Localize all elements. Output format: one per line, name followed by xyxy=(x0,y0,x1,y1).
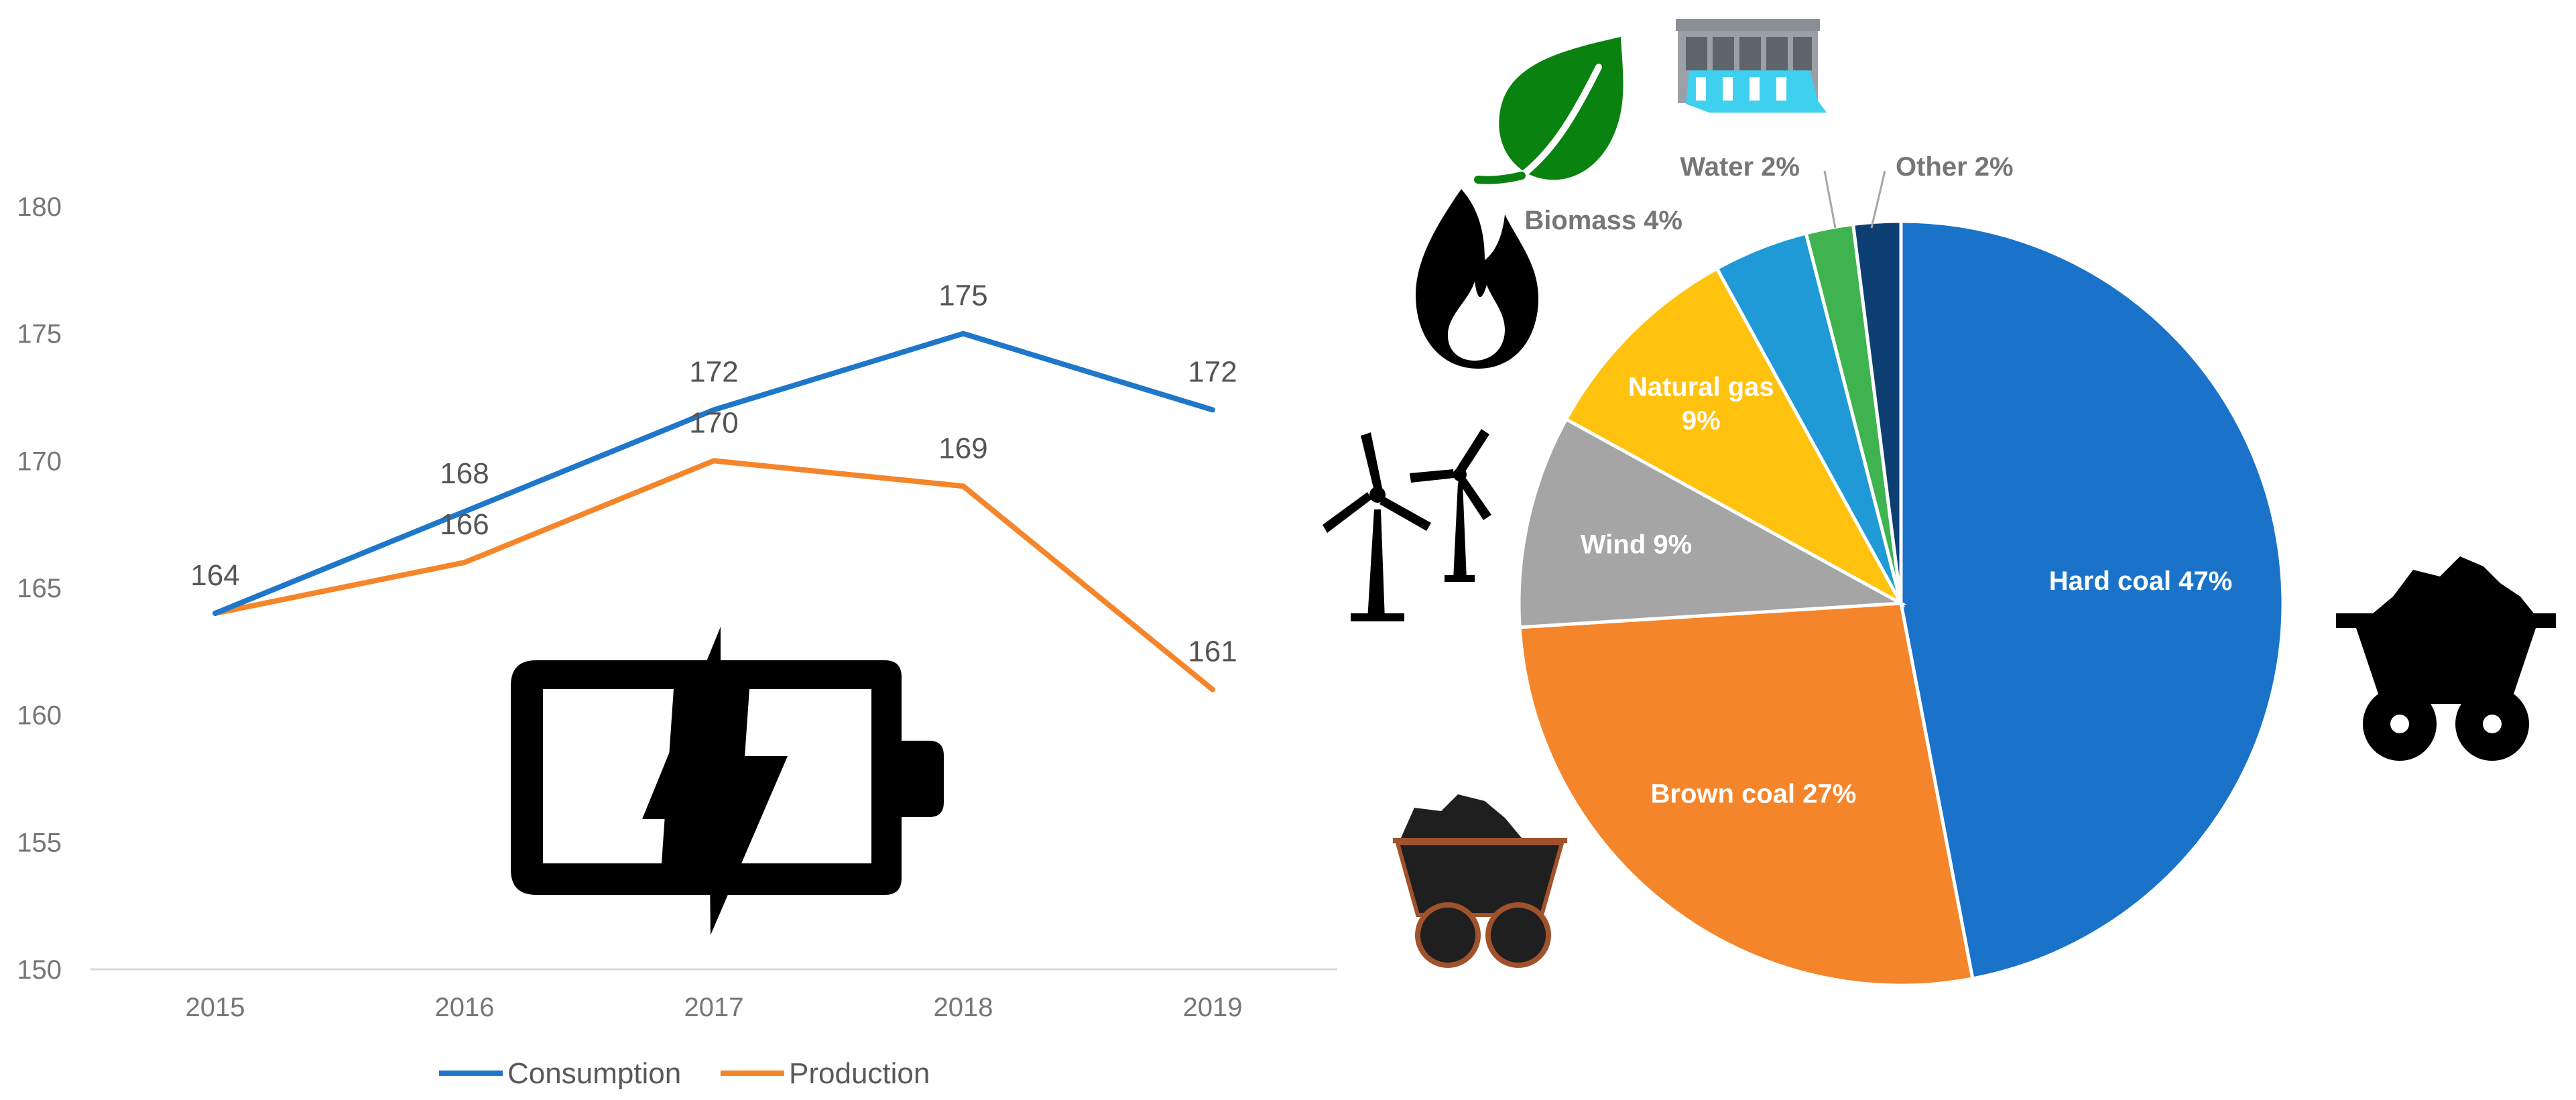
dam-icon xyxy=(1676,19,1827,113)
x-tick-label: 2015 xyxy=(186,993,245,1022)
pie-slice-hard-coal xyxy=(1899,219,2285,981)
y-axis-ticks: 150 155 160 165 170 175 180 xyxy=(17,192,62,985)
y-tick-label: 150 xyxy=(17,955,62,985)
pie-chart: Hard coal 47% Brown coal 27% Wind 9% Natura… xyxy=(1517,152,2285,987)
series-line-production xyxy=(212,458,1215,692)
series-line-consumption xyxy=(212,330,1215,616)
data-label: 166 xyxy=(440,508,489,541)
pie-label: Brown coal 27% xyxy=(1651,780,1857,809)
flame-icon xyxy=(1416,189,1538,369)
pie-label: Hard coal 47% xyxy=(2049,566,2232,596)
coal-cart-icon xyxy=(2336,556,2556,761)
data-label: 161 xyxy=(1188,635,1237,668)
data-label: 168 xyxy=(440,457,489,490)
pie-label: Water 2% xyxy=(1680,152,1800,182)
y-tick-label: 170 xyxy=(17,446,62,476)
battery-charging-icon xyxy=(511,627,944,935)
pie-slices xyxy=(1517,219,2285,987)
pie-labels: Hard coal 47% Brown coal 27% Wind 9% Natura… xyxy=(1524,152,2232,809)
x-tick-label: 2019 xyxy=(1183,993,1243,1022)
pie-label: Biomass 4% xyxy=(1524,206,1682,235)
y-tick-label: 155 xyxy=(17,828,62,857)
legend-label: Consumption xyxy=(507,1057,681,1090)
pie-slice-other xyxy=(1851,219,1903,604)
pie-label: Other 2% xyxy=(1896,152,2014,182)
data-label: 169 xyxy=(938,432,987,465)
pie-label: 9% xyxy=(1682,406,1721,436)
data-label: 170 xyxy=(689,406,738,439)
pie-slice-brown-coal xyxy=(1518,601,1975,987)
legend: Consumption Production xyxy=(439,1057,930,1090)
x-tick-label: 2018 xyxy=(934,993,993,1022)
data-label: 172 xyxy=(689,355,738,388)
pie-label: Wind 9% xyxy=(1581,530,1692,560)
data-labels: 164 168 172 175 172 166 170 169 161 xyxy=(190,280,1237,668)
y-tick-label: 160 xyxy=(17,701,62,731)
pie-label: Natural gas xyxy=(1628,373,1774,402)
pie-slice-natural-gas xyxy=(1564,266,1906,608)
legend-label: Production xyxy=(789,1057,930,1090)
pie-slice-wind xyxy=(1517,417,1907,629)
data-label: 164 xyxy=(190,559,239,592)
series-lines xyxy=(212,330,1215,692)
x-tick-label: 2017 xyxy=(684,993,744,1022)
leader-line xyxy=(1870,170,1886,229)
y-tick-label: 180 xyxy=(17,192,62,222)
data-label: 175 xyxy=(938,280,987,312)
x-axis-ticks: 2015 2016 2017 2018 2019 xyxy=(186,993,1243,1022)
brown-coal-cart-icon xyxy=(1393,794,1567,968)
y-tick-label: 165 xyxy=(17,574,62,603)
leader-line xyxy=(1823,170,1837,229)
x-tick-label: 2016 xyxy=(435,993,495,1022)
y-tick-label: 175 xyxy=(17,320,62,349)
wind-turbines-icon xyxy=(1323,429,1491,621)
leaf-icon xyxy=(1474,37,1623,184)
data-label: 172 xyxy=(1188,355,1237,388)
